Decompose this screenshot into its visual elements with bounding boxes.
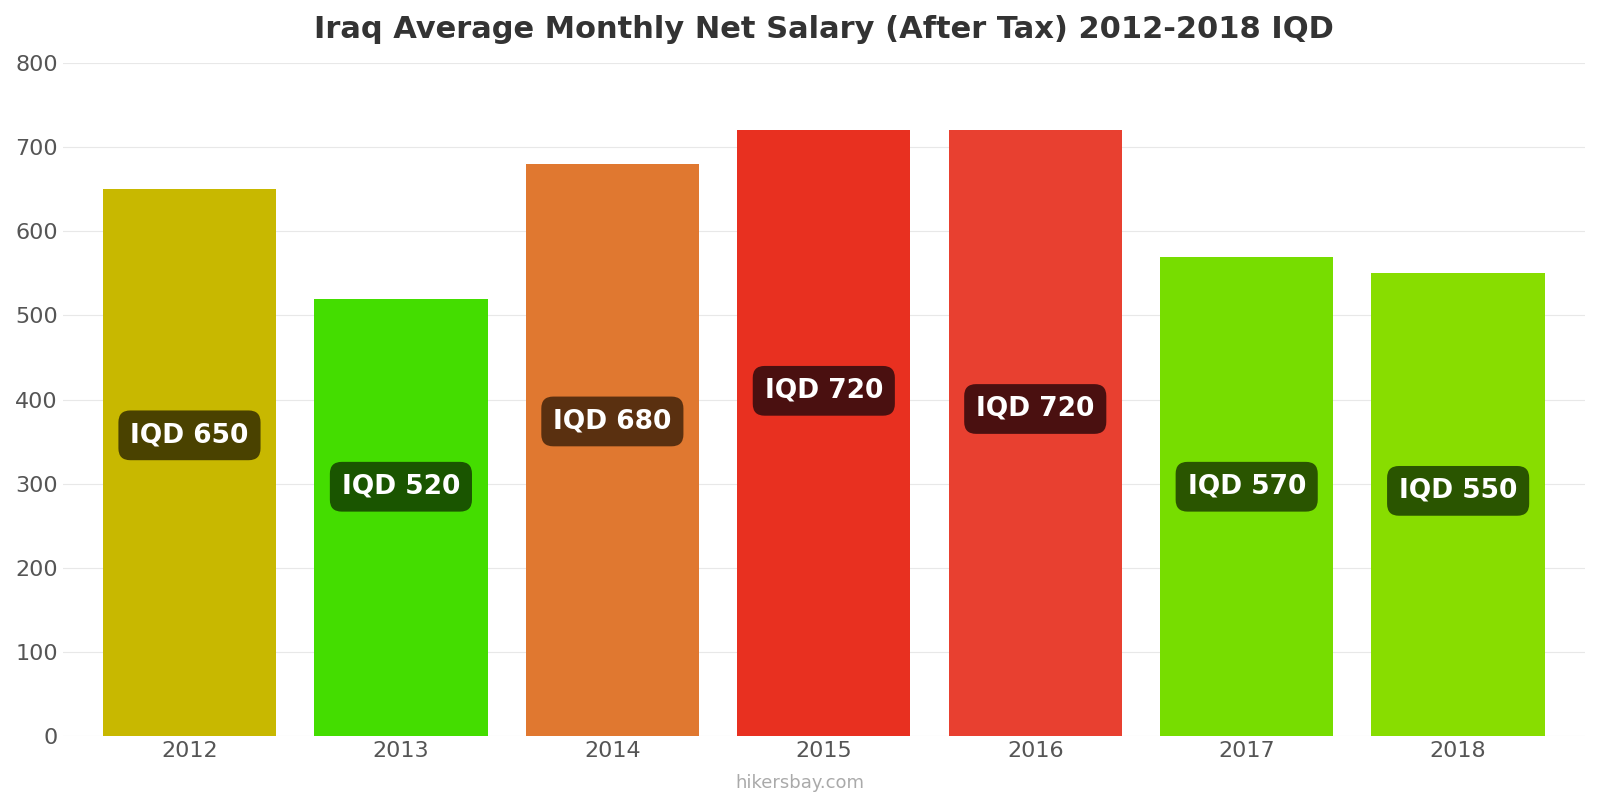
Bar — [1371, 274, 1546, 736]
Bar — [949, 130, 1122, 736]
Text: IQD 680: IQD 680 — [554, 409, 672, 434]
Bar — [738, 130, 910, 736]
Title: Iraq Average Monthly Net Salary (After Tax) 2012-2018 IQD: Iraq Average Monthly Net Salary (After T… — [314, 15, 1334, 44]
Bar — [102, 190, 277, 736]
Text: IQD 520: IQD 520 — [342, 474, 461, 500]
Text: hikersbay.com: hikersbay.com — [736, 774, 864, 792]
Text: IQD 650: IQD 650 — [130, 422, 248, 448]
Text: IQD 720: IQD 720 — [765, 378, 883, 404]
Bar — [1160, 257, 1333, 736]
Bar — [526, 164, 699, 736]
Bar — [314, 298, 488, 736]
Text: IQD 720: IQD 720 — [976, 396, 1094, 422]
Text: IQD 570: IQD 570 — [1187, 474, 1306, 500]
Text: IQD 550: IQD 550 — [1398, 478, 1517, 504]
